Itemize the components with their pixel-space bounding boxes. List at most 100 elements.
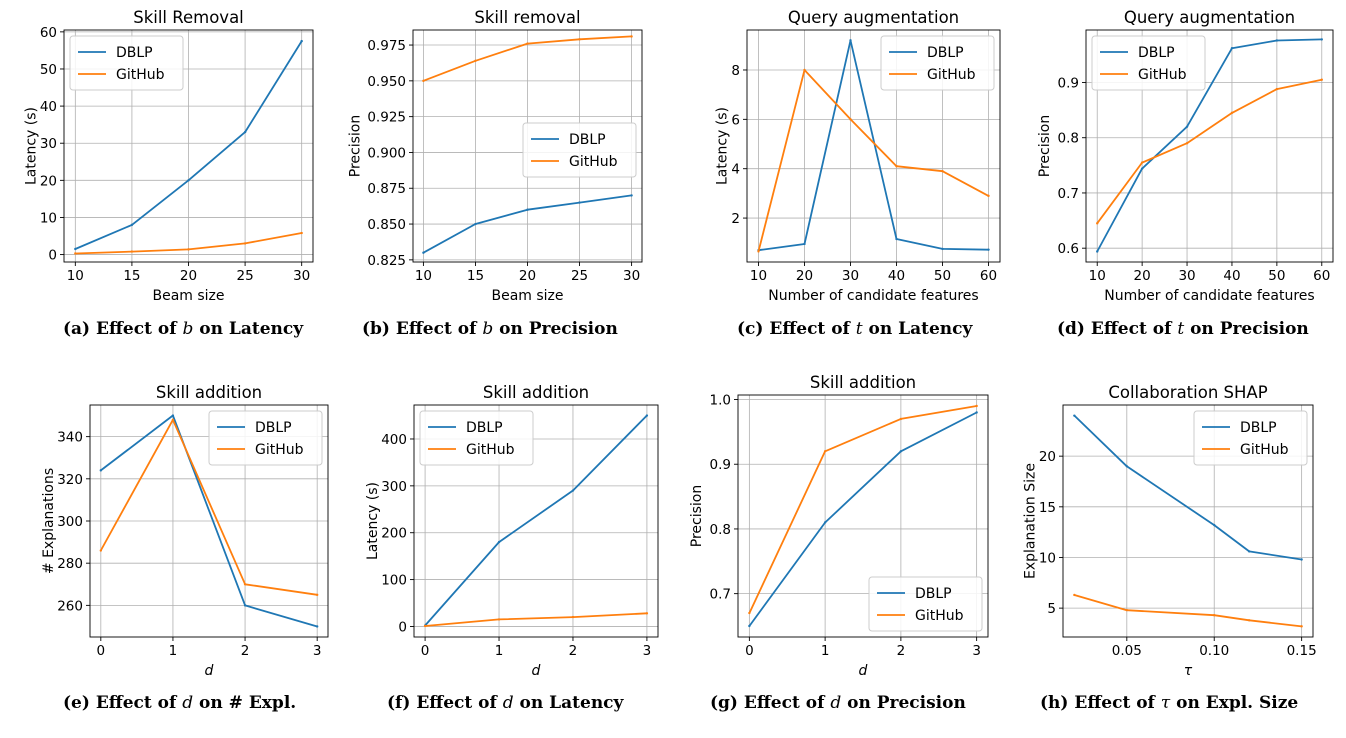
data-point-dblp (1096, 250, 1099, 253)
legend-box (880, 35, 995, 91)
legend: DBLP GitHub (208, 410, 323, 466)
data-point-github (1213, 614, 1216, 617)
x-tick-label: 0 (421, 643, 430, 659)
data-point-dblp (987, 248, 990, 251)
y-tick-label: 20 (1039, 449, 1056, 465)
x-tick-label: 10 (67, 268, 84, 284)
subplot-g: 0 1 2 3 0.7 0.8 0.9 1.0 Skill addition d Precision… (689, 373, 989, 679)
caption-symbol: b (482, 319, 494, 339)
caption-text: (c) Effect of (737, 319, 856, 339)
y-tick-label: 0.8 (1058, 131, 1079, 147)
legend-label-dblp: DBLP (1240, 420, 1277, 436)
series-line-github (1074, 594, 1302, 628)
y-axis-label: Precision (689, 485, 705, 547)
caption-text: (g) Effect of (710, 693, 831, 713)
legend: DBLP GitHub (868, 576, 983, 632)
y-tick-label: 0.850 (367, 217, 406, 233)
y-tick-label: 300 (57, 514, 83, 530)
chart-title: Query augmentation (1124, 8, 1295, 27)
y-tick-label: 280 (57, 556, 83, 572)
caption-text: (f) Effect of (387, 693, 503, 713)
y-tick-label: 0.925 (367, 110, 406, 126)
data-point-dblp (823, 521, 827, 524)
x-tick-label: 40 (1223, 268, 1240, 284)
x-tick-label: 50 (1268, 268, 1285, 284)
x-tick-label: 0.05 (1112, 643, 1142, 659)
x-axis-label: Number of candidate features (768, 288, 978, 304)
data-point-github (99, 549, 103, 552)
legend: DBLP GitHub (1193, 410, 1308, 466)
data-point-github (899, 417, 903, 421)
chart-title: Query augmentation (788, 8, 959, 27)
x-tick-label: 20 (796, 268, 813, 284)
y-tick-label: 60 (40, 25, 57, 41)
caption-h: (h) Effect of τ on Expl. Size (1040, 693, 1298, 713)
y-tick-label: 1.0 (710, 393, 731, 409)
y-tick-label: 0 (398, 619, 407, 635)
caption-f: (f) Effect of d on Latency (387, 693, 623, 713)
data-point-github (422, 79, 425, 83)
data-point-github (1096, 222, 1099, 225)
x-tick-label: 30 (842, 268, 859, 284)
legend-box (1193, 410, 1308, 466)
x-tick-label: 15 (467, 268, 484, 284)
y-axis-label: # Explanations (41, 468, 57, 574)
caption-text: (d) Effect of (1057, 319, 1178, 339)
data-point-dblp (1185, 125, 1189, 128)
y-tick-label: 0.950 (367, 74, 406, 90)
y-tick-label: 320 (57, 472, 83, 488)
data-point-dblp (130, 223, 134, 227)
data-point-github (130, 250, 134, 253)
y-tick-label: 200 (381, 526, 407, 542)
axes-frame (413, 404, 659, 638)
y-tick-label: 340 (57, 430, 83, 446)
y-tick-label: 0.900 (367, 145, 406, 161)
data-point-dblp (803, 242, 806, 246)
series-line-dblp (748, 411, 978, 627)
data-point-dblp (1073, 414, 1076, 417)
data-point-github (987, 194, 990, 198)
legend-box (868, 576, 983, 632)
caption-text: on Latency (862, 319, 973, 339)
data-point-dblp (578, 201, 581, 204)
data-point-dblp (1140, 167, 1144, 170)
caption-symbol: t (855, 319, 863, 339)
legend: DBLP GitHub (522, 122, 637, 178)
caption-text: on Expl. Size (1170, 693, 1299, 713)
subplot-f: 0 1 2 3 0 100 200 300 400 Skill addition d Latency … (365, 383, 659, 679)
subplot-b: 10 15 20 25 30 0.825 0.850 0.875 0.900 0.925 0.950… (348, 8, 643, 304)
caption-text: (e) Effect of (63, 693, 183, 713)
x-tick-label: 30 (1178, 268, 1195, 284)
data-point-github (1185, 142, 1189, 145)
data-point-dblp (1275, 39, 1279, 42)
data-point-dblp (1320, 38, 1323, 41)
data-point-github (645, 612, 649, 615)
x-tick-label: 60 (980, 268, 997, 284)
y-tick-label: 5 (1047, 601, 1056, 617)
y-tick-label: 0.975 (367, 38, 406, 54)
x-axis-label: d (532, 663, 541, 679)
legend-label-github: GitHub (466, 442, 515, 458)
data-point-dblp (630, 194, 633, 197)
legend-label-dblp: DBLP (255, 420, 292, 436)
x-tick-label: 40 (888, 268, 905, 284)
x-tick-label: 20 (519, 268, 536, 284)
data-point-github (187, 248, 190, 251)
data-point-github (578, 38, 581, 41)
chart-title: Skill addition (810, 373, 916, 392)
y-tick-label: 100 (381, 573, 407, 589)
data-point-dblp (171, 414, 175, 417)
caption-symbol: b (182, 319, 194, 339)
x-tick-label: 50 (934, 268, 951, 284)
y-tick-label: 0.9 (710, 457, 731, 473)
data-point-github (474, 59, 477, 62)
chart-title: Skill Removal (133, 8, 244, 27)
series-line-github (1096, 78, 1322, 224)
x-tick-label: 15 (123, 268, 140, 284)
legend: DBLP GitHub (880, 35, 995, 91)
caption-text: on Precision (1184, 319, 1309, 339)
x-tick-label: 30 (293, 268, 310, 284)
data-point-dblp (187, 179, 190, 182)
legend-box (208, 410, 323, 466)
axes-frame (1085, 29, 1334, 263)
